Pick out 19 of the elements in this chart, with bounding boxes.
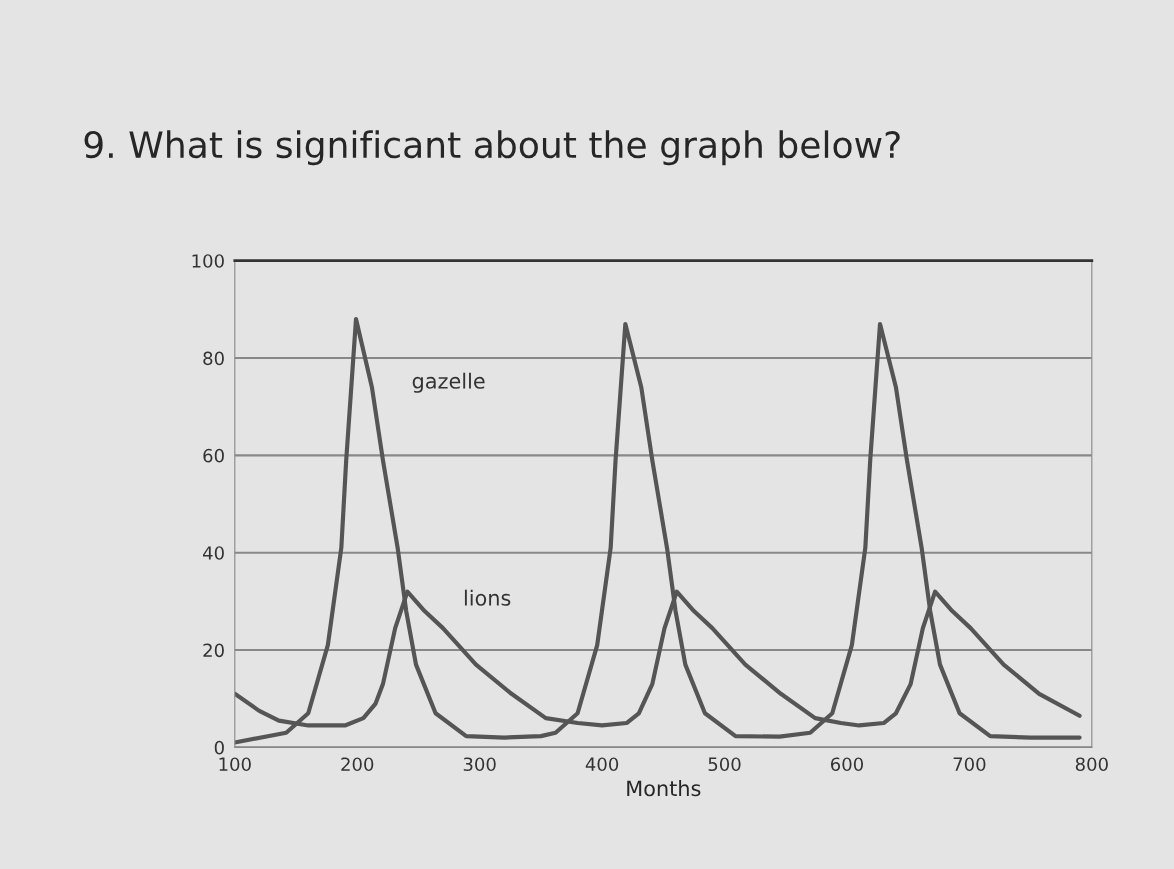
y-tick-label: 80 — [203, 351, 224, 366]
y-tick-label: 60 — [203, 448, 224, 463]
x-tick-label: 500 — [708, 757, 741, 772]
chart-title: 9. What is significant about the graph below? — [84, 130, 900, 166]
y-tick-label: 0 — [214, 740, 224, 755]
x-tick-label: 600 — [830, 757, 863, 772]
x-tick-label: 800 — [1075, 757, 1108, 772]
series-label: lions — [464, 589, 511, 606]
x-tick-label: 700 — [953, 757, 986, 772]
x-tick-label: 400 — [585, 757, 619, 772]
y-tick-label: 20 — [203, 643, 224, 658]
x-tick-label: 100 — [219, 757, 251, 772]
x-tick-label: 300 — [463, 757, 496, 772]
x-tick-label: 200 — [341, 757, 374, 772]
series-label: gazelle — [412, 372, 485, 393]
y-tick-label: 100 — [192, 254, 224, 268]
line-series — [234, 317, 1082, 745]
y-tick-label: 40 — [202, 546, 224, 560]
x-axis-title: Months — [627, 780, 701, 797]
